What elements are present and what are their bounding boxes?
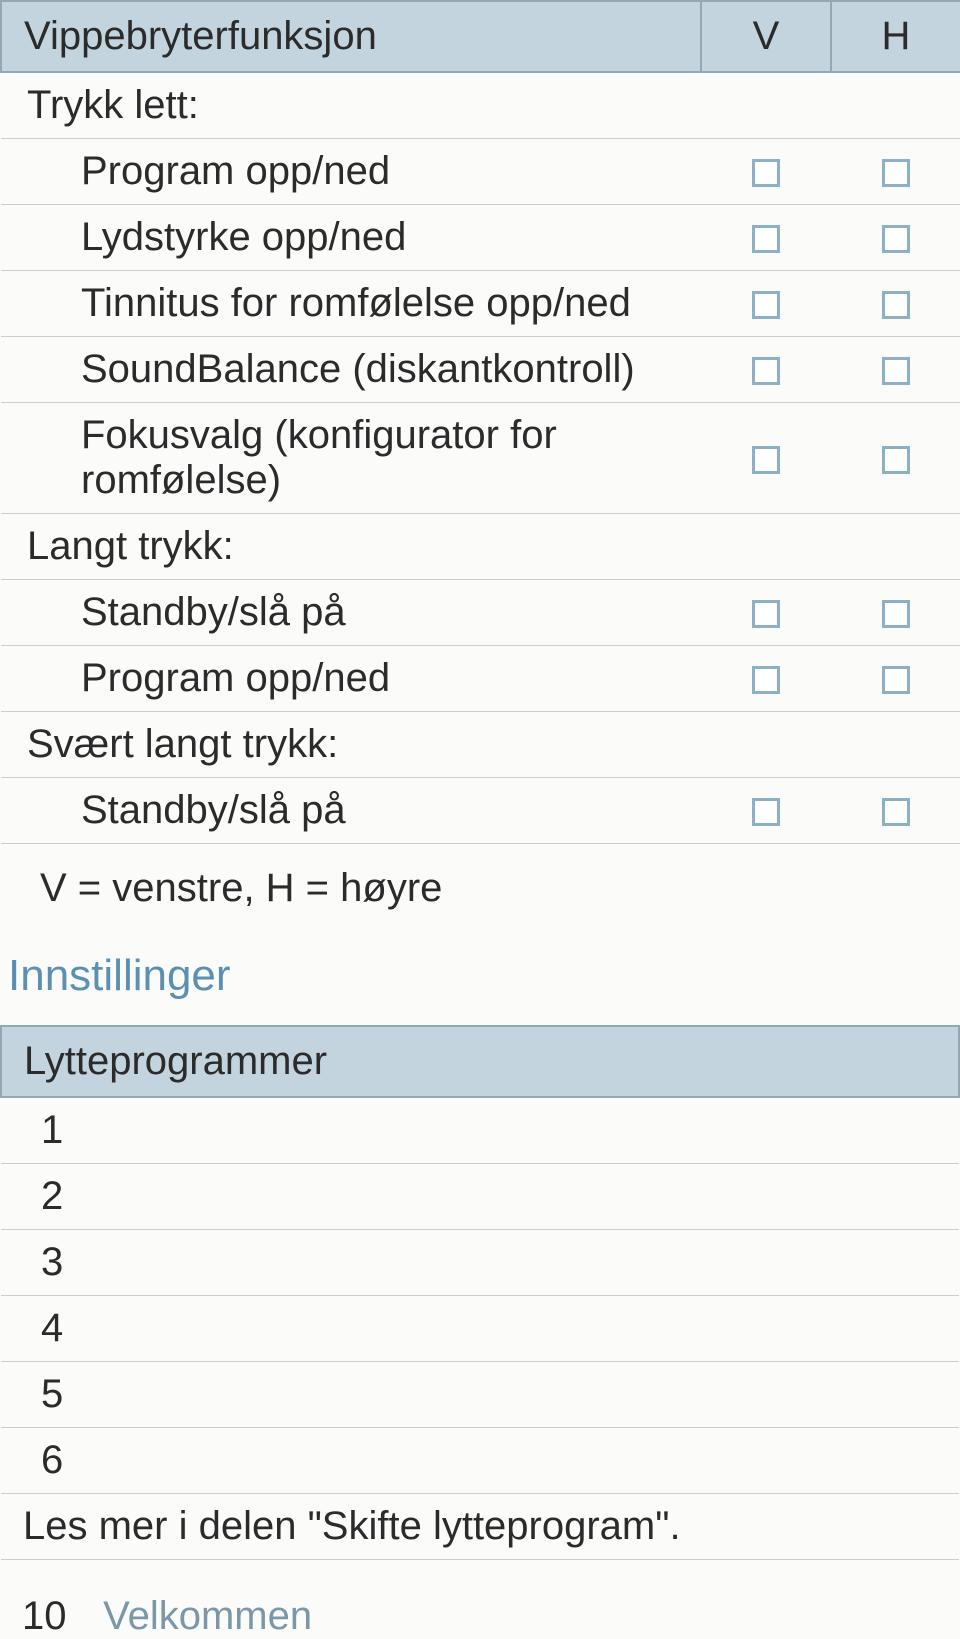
group-row: Svært langt trykk:: [1, 712, 960, 778]
table-header-row: Vippebryterfunksjon V H: [1, 1, 960, 72]
group-label: Trykk lett:: [1, 72, 960, 139]
section-title-settings: Innstillinger: [0, 951, 960, 1025]
listening-programs-table: Lytteprogrammer 1 2 3 4 5 6 Les mer i de…: [0, 1025, 960, 1560]
footer-section-title: Velkommen: [103, 1594, 312, 1638]
checkbox-v[interactable]: [752, 159, 780, 187]
group-row: Trykk lett:: [1, 72, 960, 139]
program-number: 2: [1, 1164, 959, 1230]
option-row: Fokusvalg (konfigurator for romfølelse): [1, 403, 960, 514]
option-label: Standby/slå på: [1, 580, 701, 646]
checkbox-v[interactable]: [752, 225, 780, 253]
table2-header-title: Lytteprogrammer: [1, 1026, 959, 1097]
checkbox-h[interactable]: [882, 225, 910, 253]
option-row: Standby/slå på: [1, 778, 960, 844]
checkbox-v[interactable]: [752, 600, 780, 628]
program-row: 1: [1, 1097, 959, 1164]
checkbox-h[interactable]: [882, 600, 910, 628]
option-label: Standby/slå på: [1, 778, 701, 844]
table2-header-row: Lytteprogrammer: [1, 1026, 959, 1097]
checkbox-h[interactable]: [882, 666, 910, 694]
option-label: Tinnitus for romfølelse opp/ned: [1, 271, 701, 337]
option-label: Program opp/ned: [1, 139, 701, 205]
option-label: Lydstyrke opp/ned: [1, 205, 701, 271]
program-number: 1: [1, 1097, 959, 1164]
option-row: Program opp/ned: [1, 646, 960, 712]
checkbox-v[interactable]: [752, 666, 780, 694]
group-row: Langt trykk:: [1, 514, 960, 580]
program-number: 6: [1, 1428, 959, 1494]
checkbox-v[interactable]: [752, 357, 780, 385]
checkbox-v[interactable]: [752, 798, 780, 826]
program-number: 3: [1, 1230, 959, 1296]
checkbox-v[interactable]: [752, 291, 780, 319]
checkbox-h[interactable]: [882, 159, 910, 187]
option-row: Standby/slå på: [1, 580, 960, 646]
group-label: Svært langt trykk:: [1, 712, 960, 778]
option-label: Fokusvalg (konfigurator for romfølelse): [1, 403, 701, 514]
option-row: Lydstyrke opp/ned: [1, 205, 960, 271]
checkbox-v[interactable]: [752, 446, 780, 474]
checkbox-h[interactable]: [882, 798, 910, 826]
page-number: 10: [22, 1594, 92, 1639]
checkbox-h[interactable]: [882, 291, 910, 319]
option-row: Program opp/ned: [1, 139, 960, 205]
legend-text: V = venstre, H = høyre: [0, 844, 960, 951]
program-row: 6: [1, 1428, 959, 1494]
table-header-title: Vippebryterfunksjon: [1, 1, 701, 72]
program-row: 5: [1, 1362, 959, 1428]
group-label: Langt trykk:: [1, 514, 960, 580]
option-row: Tinnitus for romfølelse opp/ned: [1, 271, 960, 337]
table-header-col-h: H: [831, 1, 960, 72]
program-number: 5: [1, 1362, 959, 1428]
option-label: SoundBalance (diskantkontroll): [1, 337, 701, 403]
checkbox-h[interactable]: [882, 446, 910, 474]
rocker-function-table: Vippebryterfunksjon V H Trykk lett: Prog…: [0, 0, 960, 844]
program-number: 4: [1, 1296, 959, 1362]
option-label: Program opp/ned: [1, 646, 701, 712]
checkbox-h[interactable]: [882, 357, 910, 385]
program-row: 2: [1, 1164, 959, 1230]
page-footer: 10 Velkommen: [0, 1560, 960, 1639]
program-row: 4: [1, 1296, 959, 1362]
table-header-col-v: V: [701, 1, 831, 72]
option-row: SoundBalance (diskantkontroll): [1, 337, 960, 403]
table2-note-text: Les mer i delen "Skifte lytteprogram".: [1, 1494, 959, 1560]
table2-note-row: Les mer i delen "Skifte lytteprogram".: [1, 1494, 959, 1560]
program-row: 3: [1, 1230, 959, 1296]
